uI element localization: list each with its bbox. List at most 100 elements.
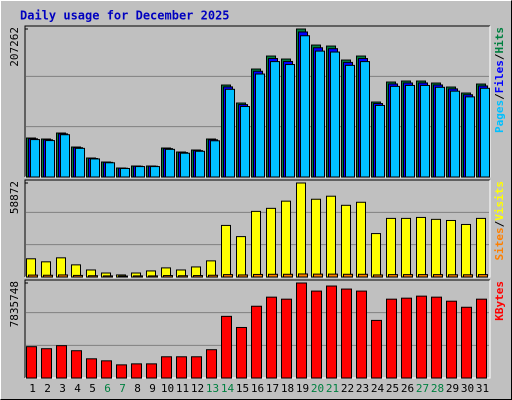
- bar: [345, 64, 355, 178]
- bar: [210, 140, 220, 178]
- bar: [283, 273, 293, 278]
- bar: [56, 257, 66, 278]
- x-tick-label: 5: [89, 382, 96, 395]
- x-tick-label: 21: [326, 382, 339, 395]
- bar: [255, 73, 265, 178]
- bar: [118, 275, 128, 278]
- x-tick-label: 26: [401, 382, 414, 395]
- bar: [431, 296, 442, 379]
- x-tick-label: 24: [371, 382, 385, 395]
- x-tick-label: 1: [29, 382, 36, 395]
- bar: [221, 224, 231, 278]
- bar: [120, 168, 130, 178]
- bar: [195, 150, 205, 178]
- bar: [450, 90, 460, 178]
- bar: [41, 261, 51, 278]
- bar: [251, 210, 261, 278]
- bar: [360, 61, 370, 178]
- bar: [461, 306, 472, 379]
- y-tick-label: 58872: [8, 181, 21, 214]
- y-tick-label: 7835748: [8, 281, 21, 327]
- bar: [371, 233, 381, 278]
- bar: [356, 290, 367, 379]
- bar: [328, 273, 338, 278]
- plot-edge-dark: [24, 179, 490, 277]
- bar: [388, 274, 398, 278]
- bar: [433, 274, 443, 278]
- bar: [480, 87, 490, 178]
- bar: [43, 274, 53, 278]
- bar: [326, 285, 337, 379]
- bar: [298, 273, 308, 278]
- x-tick-label: 29: [446, 382, 459, 395]
- bar: [90, 158, 100, 178]
- bar: [390, 85, 400, 178]
- x-tick-label: 12: [191, 382, 204, 395]
- bar: [401, 297, 412, 379]
- bar: [86, 358, 97, 379]
- plot-edge-dark: [24, 25, 490, 177]
- bar: [236, 236, 246, 278]
- bar: [300, 35, 310, 178]
- bar: [448, 274, 458, 278]
- bar: [266, 207, 276, 278]
- bar: [146, 363, 157, 379]
- bar: [116, 364, 127, 379]
- x-tick-label: 17: [266, 382, 279, 395]
- bar: [285, 64, 295, 178]
- bar: [251, 305, 262, 379]
- chart-title: Daily usage for December 2025: [20, 9, 230, 23]
- bar: [131, 363, 142, 379]
- bar: [266, 296, 277, 379]
- legend: KBytes: [493, 281, 506, 321]
- bar: [150, 166, 160, 178]
- x-tick-label: 9: [149, 382, 156, 395]
- bar: [461, 223, 471, 278]
- bar: [386, 298, 397, 379]
- bar: [358, 273, 368, 278]
- legend-entry: Sites: [493, 227, 506, 260]
- bar: [41, 348, 52, 379]
- bar: [431, 218, 441, 278]
- legend: Pages/Files/Hits: [493, 27, 506, 133]
- bar: [326, 195, 336, 278]
- x-tick-label: 18: [281, 382, 294, 395]
- plot-edge-dark: [24, 279, 490, 378]
- x-tick-label: 22: [341, 382, 354, 395]
- bar: [103, 275, 113, 278]
- bar: [206, 260, 216, 278]
- bar: [268, 273, 278, 278]
- bar: [240, 106, 250, 178]
- x-tick-label: 3: [59, 382, 66, 395]
- x-tick-label: 2: [44, 382, 51, 395]
- legend-entry: Files: [493, 60, 506, 93]
- bar: [191, 356, 202, 379]
- bar: [371, 319, 382, 379]
- legend-entry: Hits: [493, 27, 506, 54]
- bar: [30, 139, 40, 178]
- bar: [356, 201, 366, 278]
- bar: [386, 217, 396, 278]
- bar: [58, 274, 68, 278]
- bar: [206, 349, 217, 379]
- legend-separator: /: [493, 93, 506, 100]
- bar: [330, 51, 340, 178]
- bar: [416, 295, 427, 379]
- bar: [418, 274, 428, 278]
- x-tick-label: 4: [74, 382, 81, 395]
- bar: [193, 275, 203, 278]
- x-tick-label: 28: [431, 382, 444, 395]
- bar: [416, 216, 426, 278]
- bar: [26, 346, 37, 379]
- bar: [165, 148, 175, 178]
- bar: [180, 152, 190, 178]
- bar: [253, 273, 263, 278]
- bar: [176, 356, 187, 379]
- bar: [75, 147, 85, 178]
- x-tick-label: 14: [221, 382, 235, 395]
- bar: [403, 274, 413, 278]
- bar: [401, 217, 411, 278]
- x-tick-label: 7: [119, 382, 126, 395]
